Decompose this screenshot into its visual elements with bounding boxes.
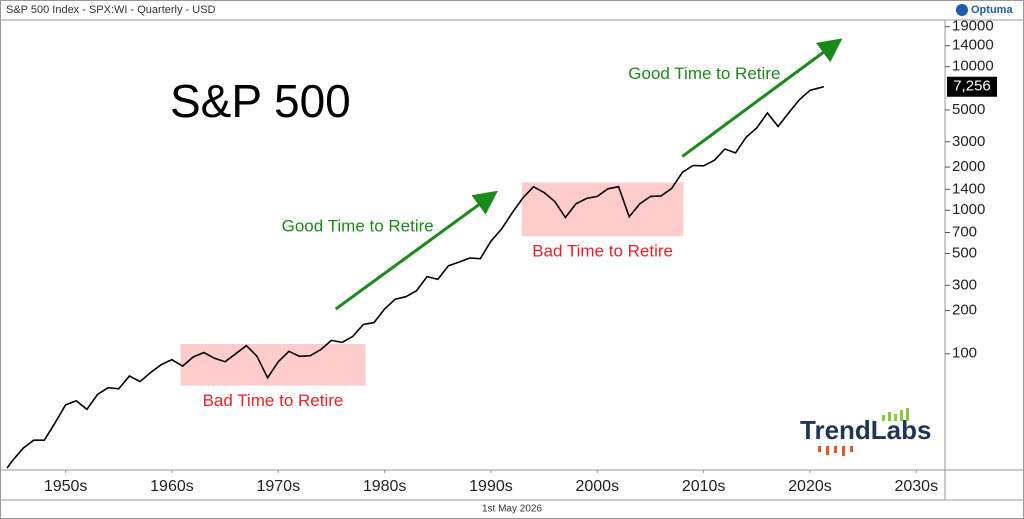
y-tick-label: 2000 [952, 158, 985, 175]
header: S&P 500 Index - SPX:WI - Quarterly - USD [6, 4, 216, 16]
x-tick-label: 1950s [44, 478, 88, 495]
y-tick-label: 5000 [952, 101, 985, 118]
footer: 1st May 2026 [482, 504, 542, 515]
y-tick-label: 700 [952, 223, 977, 240]
y-tick-label: 10000 [952, 58, 994, 75]
x-tick-label: 2010s [682, 478, 726, 495]
y-tick-label: 1000 [952, 201, 985, 218]
y-tick-label: 200 [952, 302, 977, 319]
region-label: Bad Time to Retire [532, 242, 673, 261]
y-tick-label: 14000 [952, 37, 994, 54]
x-tick-label: 2020s [788, 478, 832, 495]
brand-logo: TrendLabs [800, 408, 931, 456]
price-line [6, 85, 825, 469]
region [180, 343, 366, 386]
y-tick-label: 300 [952, 276, 977, 293]
region [521, 182, 684, 237]
x-tick-label: 2000s [575, 478, 619, 495]
region-label: Bad Time to Retire [203, 391, 344, 410]
y-tick-label: 1400 [952, 180, 985, 197]
logo-icon [956, 4, 968, 16]
arrow-label: Good Time to Retire [628, 64, 780, 83]
arrow [681, 38, 843, 158]
y-tick-label: 3000 [952, 133, 985, 150]
y-tick-label: 100 [952, 345, 977, 362]
y-tick-label: 500 [952, 244, 977, 261]
x-tick-label: 1970s [256, 478, 300, 495]
x-tick-label: 1990s [469, 478, 513, 495]
logo: Optuma [971, 4, 1013, 16]
last-value-box [947, 76, 997, 97]
chart-title: S&P 500 [170, 75, 351, 127]
arrow-label: Good Time to Retire [282, 217, 434, 236]
last-value-label: 7,256 [953, 78, 991, 95]
x-tick-label: 1960s [150, 478, 194, 495]
logo-box [950, 2, 1022, 18]
x-tick-label: 1980s [363, 478, 407, 495]
x-tick-label: 2030s [894, 478, 938, 495]
y-tick-label: 19000 [952, 18, 994, 35]
brand: TrendLabs [800, 415, 931, 445]
arrow [334, 190, 498, 311]
